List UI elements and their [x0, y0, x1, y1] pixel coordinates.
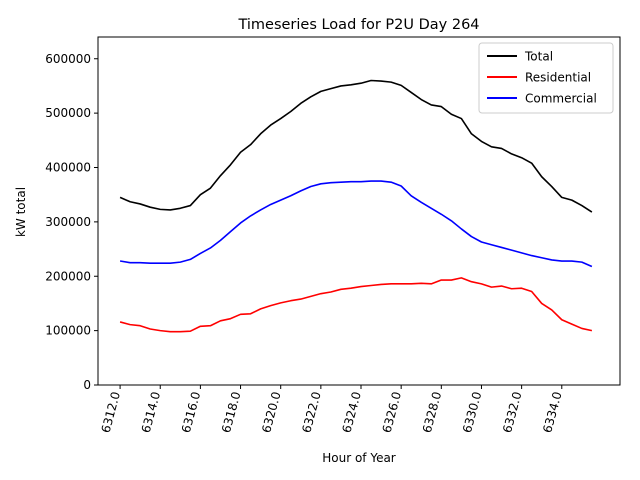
legend-label-total: Total [524, 50, 553, 64]
y-tick-label: 400000 [45, 161, 91, 175]
x-axis-label: Hour of Year [322, 451, 396, 465]
series-line-residential [119, 277, 593, 333]
series-layer [119, 79, 593, 333]
legend-label-residential: Residential [525, 71, 591, 85]
series-line-total [119, 79, 593, 213]
legend: Total Residential Commercial [478, 42, 614, 114]
y-tick-label: 0 [83, 378, 91, 392]
y-tick-label: 500000 [45, 106, 91, 120]
y-axis-ticks: 0 100000 200000 300000 400000 500000 600000 [45, 52, 98, 392]
legend-label-commercial: Commercial [525, 92, 597, 106]
y-axis-label: kW total [14, 187, 28, 237]
y-tick-label: 300000 [45, 215, 91, 229]
legend-box [478, 42, 614, 114]
y-tick-label: 600000 [45, 52, 91, 66]
axes-frame [97, 36, 621, 386]
y-tick-label: 200000 [45, 269, 91, 283]
chart-title: Timeseries Load for P2U Day 264 [237, 17, 479, 33]
y-tick-label: 100000 [45, 324, 91, 338]
series-line-commercial [119, 180, 593, 268]
